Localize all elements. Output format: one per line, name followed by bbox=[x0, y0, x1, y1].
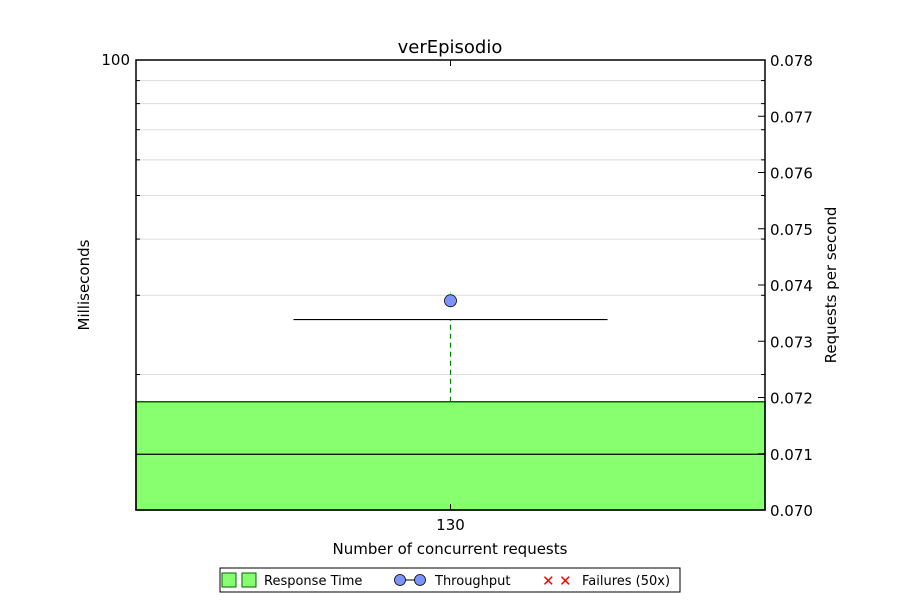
legend-throughput-label: Throughput bbox=[434, 574, 511, 589]
y-axis-label-left: Milliseconds bbox=[75, 239, 93, 330]
y-tick-label-right: 0.078 bbox=[770, 52, 813, 70]
legend-response-time-marker-a bbox=[221, 572, 237, 588]
y-tick-label-right: 0.072 bbox=[770, 390, 813, 408]
legend-throughput-marker-a bbox=[394, 574, 406, 586]
legend-failures-marker-b: ✕ bbox=[559, 572, 572, 590]
legend-failures-label: Failures (50x) bbox=[582, 574, 670, 589]
legend-response-time-label: Response Time bbox=[264, 574, 362, 589]
x-tick-label: 130 bbox=[436, 516, 465, 534]
legend-frame bbox=[219, 567, 681, 593]
response-time-box bbox=[135, 401, 766, 511]
y-tick-label-left: 100 bbox=[101, 51, 130, 69]
legend-throughput-marker-b bbox=[414, 574, 426, 586]
legend: Response Time Throughput ✕ ✕ Failures (5… bbox=[219, 567, 681, 593]
legend-response-time-marker-b bbox=[241, 572, 257, 588]
chart-title: verEpisodio bbox=[398, 37, 503, 58]
y-tick-label-right: 0.077 bbox=[770, 108, 813, 126]
throughput-point bbox=[444, 294, 457, 308]
y-tick-label-right: 0.075 bbox=[770, 221, 813, 239]
y-tick-label-right: 0.071 bbox=[770, 446, 813, 464]
legend-failures-marker-a: ✕ bbox=[542, 572, 555, 590]
y-tick-label-right: 0.070 bbox=[770, 502, 813, 520]
y-tick-label-right: 0.073 bbox=[770, 333, 813, 351]
y-axis-label-right: Requests per second bbox=[822, 207, 840, 364]
x-axis-label: Number of concurrent requests bbox=[333, 540, 568, 558]
y-tick-label-right: 0.076 bbox=[770, 165, 813, 183]
y-tick-label-right: 0.074 bbox=[770, 277, 813, 295]
